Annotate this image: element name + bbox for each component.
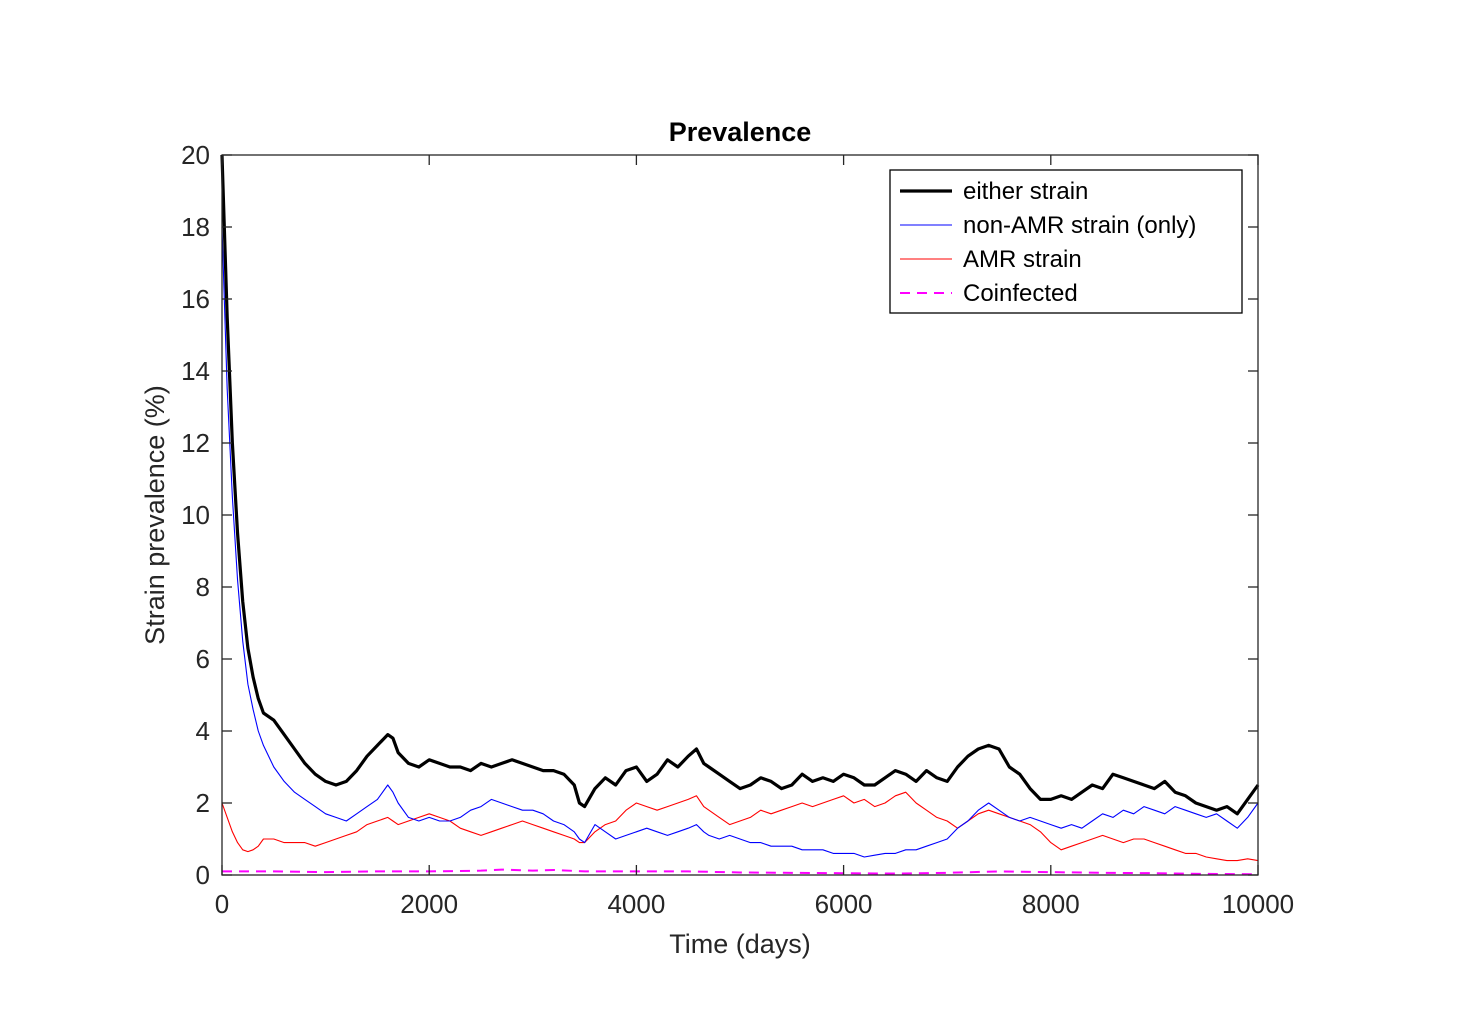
y-tick-label: 20 (181, 140, 210, 170)
legend: either strain non-AMR strain (only) AMR st… (889, 169, 1243, 314)
x-tick-label: 6000 (815, 889, 873, 919)
x-tick-label: 8000 (1022, 889, 1080, 919)
series-line-non-amr-strain-only (221, 226, 1259, 858)
legend-entry: either strain (963, 178, 1088, 205)
legend-entry: AMR strain (963, 246, 1082, 273)
y-tick-label: 6 (196, 644, 210, 674)
x-tick-label: 2000 (400, 889, 458, 919)
y-tick-label: 2 (196, 788, 210, 818)
series-layer (220, 154, 1260, 876)
y-tick-label: 16 (181, 284, 210, 314)
y-tick-label: 14 (181, 356, 210, 386)
y-axis-label: Strain prevalence (%) (140, 385, 170, 645)
legend-entry: non-AMR strain (only) (963, 212, 1196, 239)
y-tick-label: 12 (181, 428, 210, 458)
y-tick-label: 8 (196, 572, 210, 602)
y-tick-label: 18 (181, 212, 210, 242)
chart-title: Prevalence (669, 117, 812, 147)
x-tick-label: 0 (215, 889, 229, 919)
legend-box (889, 169, 1243, 314)
ticks-layer: 0 2000 4000 6000 8000 10000 0 2 4 6 8 10 12 14 16 18 20 (181, 140, 1294, 919)
x-axis-label: Time (days) (669, 929, 811, 959)
series-line-coinfected (222, 868, 1259, 876)
x-tick-label: 4000 (607, 889, 665, 919)
y-tick-label: 4 (196, 716, 210, 746)
y-tick-label: 10 (181, 500, 210, 530)
y-tick-label: 0 (196, 860, 210, 890)
series-line-amr-strain (221, 791, 1259, 862)
series-line-either-strain (220, 154, 1260, 816)
x-tick-label: 10000 (1222, 889, 1294, 919)
legend-entry: Coinfected (963, 280, 1078, 307)
